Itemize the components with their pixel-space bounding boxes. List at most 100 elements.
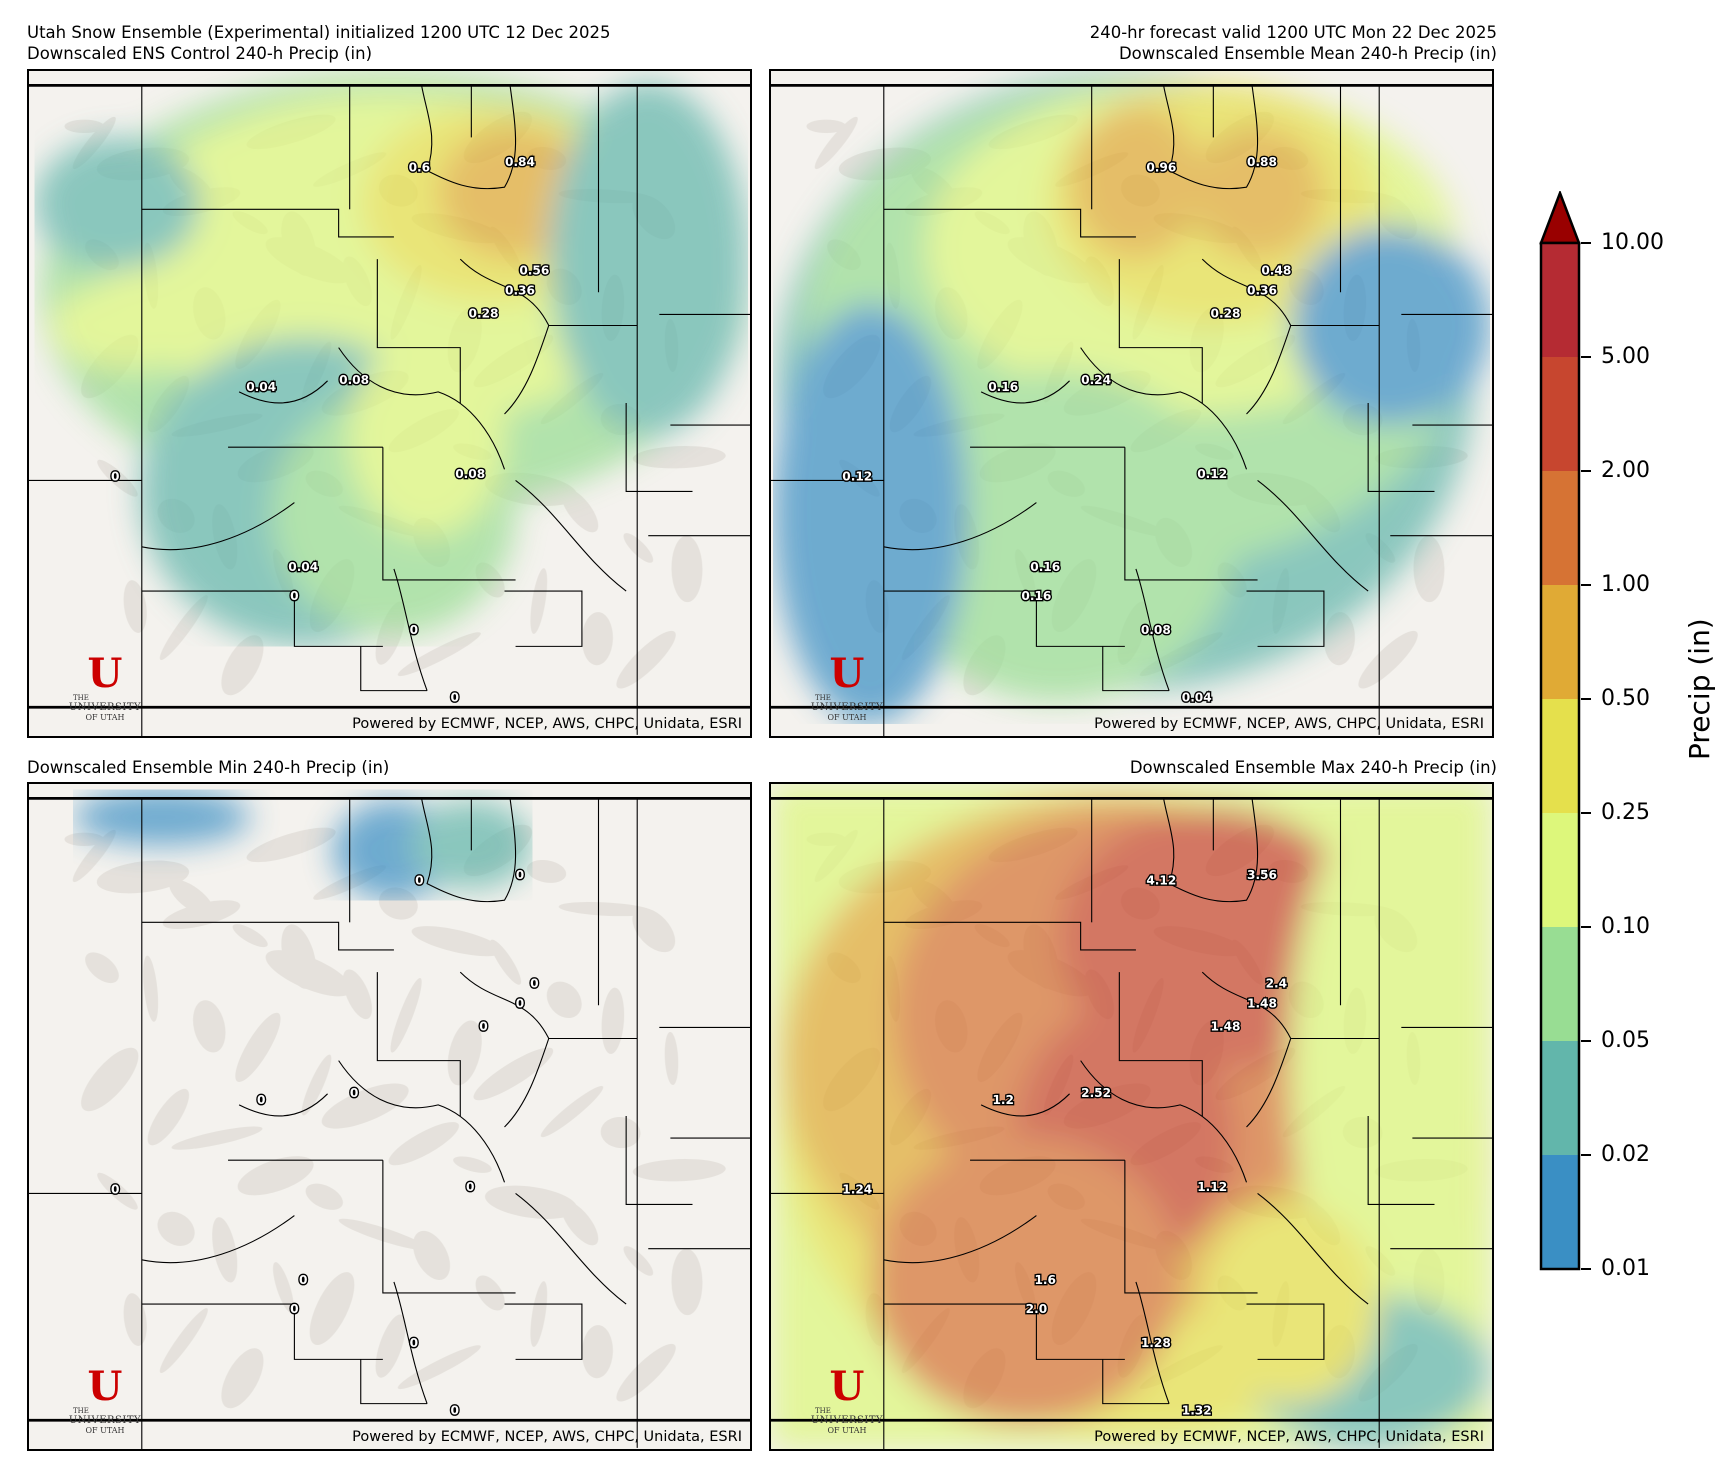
panel-title-min: Downscaled Ensemble Min 240-h Precip (in… [27,758,390,777]
colorbar-tick-label: 2.00 [1601,458,1650,483]
contour-label: 1.28 [1141,1336,1171,1350]
colorbar-tick-label: 0.02 [1601,1142,1650,1167]
colorbar-tick-mark [1581,584,1591,586]
logo-u-mark: U [829,650,865,697]
precip-region [881,369,1236,702]
logo-text: UNIVERSITY [68,702,142,713]
contour-label: 1.24 [842,1182,872,1196]
contour-labels: 4.12 3.56 2.4 1.48 1.48 1.2 2.52 1.24 1.12 1.6 2.0… [841,867,1289,1419]
contour-label: 0 [257,1093,265,1107]
contour-label: 0 [299,1273,307,1287]
logo-text: UNIVERSITY [68,1415,142,1426]
contour-label: 0 [466,1180,474,1194]
contour-label: 0.56 [519,264,549,278]
contour-label: 0.88 [1247,155,1277,169]
colorbar-tick-label: 5.00 [1601,344,1650,369]
main-title: Utah Snow Ensemble (Experimental) initia… [27,23,611,42]
precip-map: 4.12 3.56 2.4 1.48 1.48 1.2 2.52 1.24 1.12 1.6 2.0… [771,784,1492,1449]
data-credit: Powered by ECMWF, NCEP, AWS, CHPC, Unida… [1094,1429,1484,1445]
precip-region [34,137,201,271]
logo-text: UNIVERSITY [810,1415,884,1426]
contour-label: 0 [516,868,524,882]
contour-label: 3.56 [1247,868,1277,882]
contour-label: 0.04 [246,380,276,394]
contour-label: 0.36 [1247,284,1277,298]
contour-label: 0 [451,691,459,705]
logo-text: UNIVERSITY [810,702,884,713]
colorbar-tick-label: 0.25 [1601,800,1650,825]
contour-label: 0.08 [455,467,485,481]
colorbar-tick-mark [1581,242,1591,244]
contour-label: 1.2 [992,1093,1014,1107]
colorbar-label: Precip (in) [1683,618,1716,760]
county-boundaries [771,85,1492,736]
colorbar-tick-mark [1581,698,1591,700]
contour-label: 0.6 [409,161,431,175]
contour-label: 1.12 [1197,1180,1227,1194]
contour-label: 0.16 [1021,589,1051,603]
map-frame-lines [771,797,1492,1422]
valid-time-title: 240-hr forecast valid 1200 UTC Mon 22 De… [1089,23,1497,42]
logo-text: OF UTAH [827,1426,867,1435]
university-of-utah-logo: U THE UNIVERSITY OF UTAH [807,1367,887,1436]
colorbar-segment [1541,471,1579,585]
map-frame-lines [771,84,1492,709]
contour-label: 0.48 [1261,264,1291,278]
colorbar-tick-mark [1581,470,1591,472]
logo-text: OF UTAH [85,1426,125,1435]
precip-region [1069,104,1203,260]
colorbar-segment [1541,243,1579,357]
colorbar-segment [1541,813,1579,927]
contour-label: 0.12 [1197,467,1227,481]
county-boundaries [29,798,750,1449]
contour-label: 0 [516,997,524,1011]
contour-label: 0.36 [505,284,535,298]
colorbar-segment [1541,585,1579,699]
contour-label: 0 [290,1302,298,1316]
contour-label: 0 [350,1086,358,1100]
contour-label: 0.16 [988,380,1018,394]
logo-text: THE [73,1407,89,1415]
contour-label: 0 [111,469,119,483]
contour-label: 0 [410,623,418,637]
contour-label: 2.0 [1026,1302,1048,1316]
colorbar-tick-mark [1581,1268,1591,1270]
logo-text: THE [73,694,89,702]
contour-label: 0 [451,1404,459,1418]
precip-region [349,336,505,536]
contour-label: 1.32 [1182,1404,1212,1418]
colorbar-segment [1541,357,1579,471]
colorbar-tick-label: 0.50 [1601,686,1650,711]
logo-text: OF UTAH [85,713,125,722]
contour-label: 0 [415,874,423,888]
county-boundaries [771,798,1492,1449]
colorbar-tick-label: 0.10 [1601,914,1650,939]
contour-label: 0.24 [1081,373,1111,387]
colorbar-segment [1541,1041,1579,1155]
contour-label: 1.6 [1034,1273,1056,1287]
contour-label: 0 [530,977,538,991]
contour-label: 0 [479,1020,487,1034]
colorbar-tick-label: 1.00 [1601,572,1650,597]
contour-label: 0.08 [339,373,369,387]
map-panel-control: 0.6 0.84 0.56 0.36 0.28 0.04 0.08 0 0.08 0.04 0 0 0 P… [27,69,752,738]
logo-text: THE [815,1407,831,1415]
contour-label: 2.52 [1081,1086,1111,1100]
contour-label: 4.12 [1146,874,1176,888]
data-credit: Powered by ECMWF, NCEP, AWS, CHPC, Unida… [1094,716,1484,732]
data-credit: Powered by ECMWF, NCEP, AWS, CHPC, Unida… [352,1429,742,1445]
logo-text: THE [815,694,831,702]
panel-title-mean: Downscaled Ensemble Mean 240-h Precip (i… [1118,44,1497,63]
precip-field [34,71,748,647]
colorbar-tick-mark [1581,1154,1591,1156]
contour-label: 0 [290,589,298,603]
contour-label: 1.48 [1247,997,1277,1011]
map-panel-min: 0 0 0 0 0 0 0 0 0 0 0 0 0 Powered by ECMWF, NCEP, AWS… [27,782,752,1451]
precip-map: 0.96 0.88 0.48 0.36 0.28 0.16 0.24 0.12 0.12 0.16… [771,71,1492,736]
contour-label: 0 [111,1182,119,1196]
panel-title-control: Downscaled ENS Control 240-h Precip (in) [27,44,373,63]
precip-field [771,784,1492,1449]
